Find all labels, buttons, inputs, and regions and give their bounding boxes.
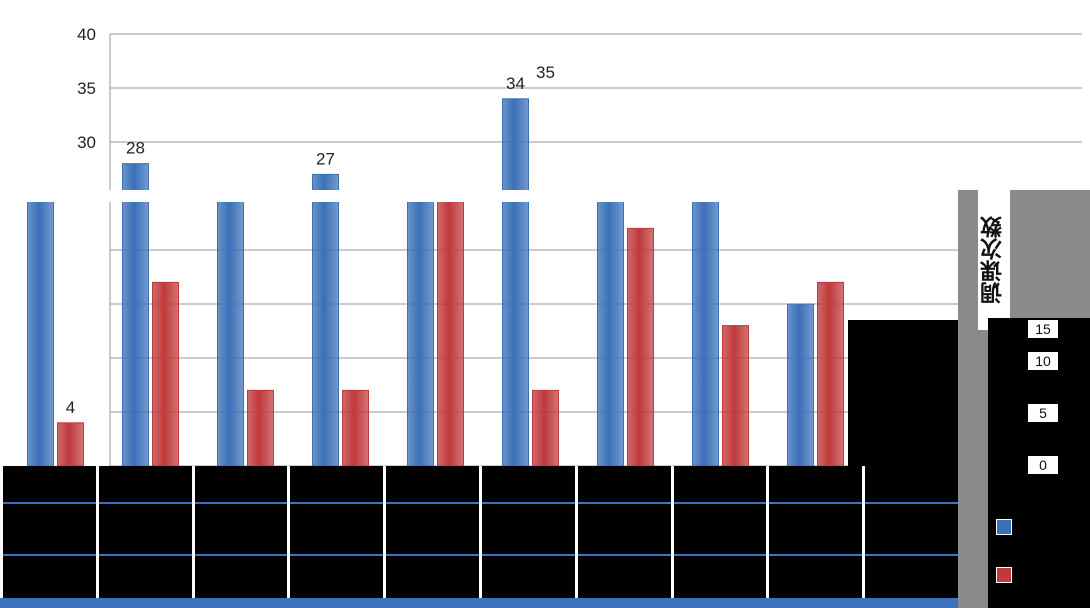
table-cell	[670, 503, 768, 556]
bar	[152, 281, 179, 467]
bar	[342, 389, 369, 467]
data-label: 34	[506, 74, 525, 93]
table-row	[0, 503, 958, 556]
bar	[787, 303, 814, 467]
bar	[627, 227, 654, 467]
y-tick-label: 35	[77, 79, 96, 98]
bar	[57, 422, 84, 467]
bottom-bar	[0, 598, 958, 608]
table-cell	[766, 466, 864, 504]
bar	[217, 195, 244, 467]
legend-item-red	[996, 567, 1026, 583]
y-tick-label: 30	[77, 133, 96, 152]
black-block	[848, 320, 958, 466]
data-label: 28	[126, 139, 145, 158]
bar	[437, 195, 464, 467]
bar	[407, 195, 434, 467]
y-tick-label: 40	[77, 25, 96, 44]
right-axis-tick: 15	[1028, 320, 1058, 338]
table-cell	[0, 466, 98, 504]
table-cell	[0, 503, 98, 556]
right-axis-tick: 5	[1028, 404, 1058, 422]
table-cell	[862, 466, 958, 504]
table-cell	[670, 466, 768, 504]
right-axis-tick: 10	[1028, 352, 1058, 370]
bar	[247, 389, 274, 467]
table-cell	[574, 503, 673, 556]
table-cell	[287, 503, 385, 556]
white-band	[0, 190, 958, 202]
table-cell	[574, 466, 673, 504]
table-cell	[383, 503, 481, 556]
bar	[312, 173, 339, 467]
table-cell	[862, 503, 958, 556]
y-axis-title: 调课次数	[978, 190, 1010, 330]
bar	[817, 281, 844, 467]
bar	[122, 163, 149, 467]
bar	[532, 389, 559, 467]
table-cell	[95, 503, 194, 556]
bar	[692, 195, 719, 467]
right-axis-tick: 0	[1028, 456, 1058, 474]
table-cell	[478, 503, 577, 556]
table-cell	[95, 466, 194, 504]
data-table	[0, 466, 958, 608]
bar	[722, 325, 749, 467]
legend-item-blue	[996, 519, 1026, 535]
table-cell	[766, 503, 864, 556]
legend-swatch-icon	[996, 519, 1012, 535]
data-label: 27	[316, 149, 335, 168]
bar	[502, 98, 529, 467]
bar	[597, 195, 624, 467]
data-label: 35	[536, 63, 555, 82]
table-cell	[383, 466, 481, 504]
table-cell	[287, 466, 385, 504]
legend-swatch-icon	[996, 567, 1012, 583]
table-cell	[191, 503, 289, 556]
bar	[27, 195, 54, 467]
table-cell	[478, 466, 577, 504]
table-cell	[191, 466, 289, 504]
legend	[988, 505, 1090, 608]
table-row	[0, 466, 958, 504]
data-label: 4	[66, 398, 75, 417]
